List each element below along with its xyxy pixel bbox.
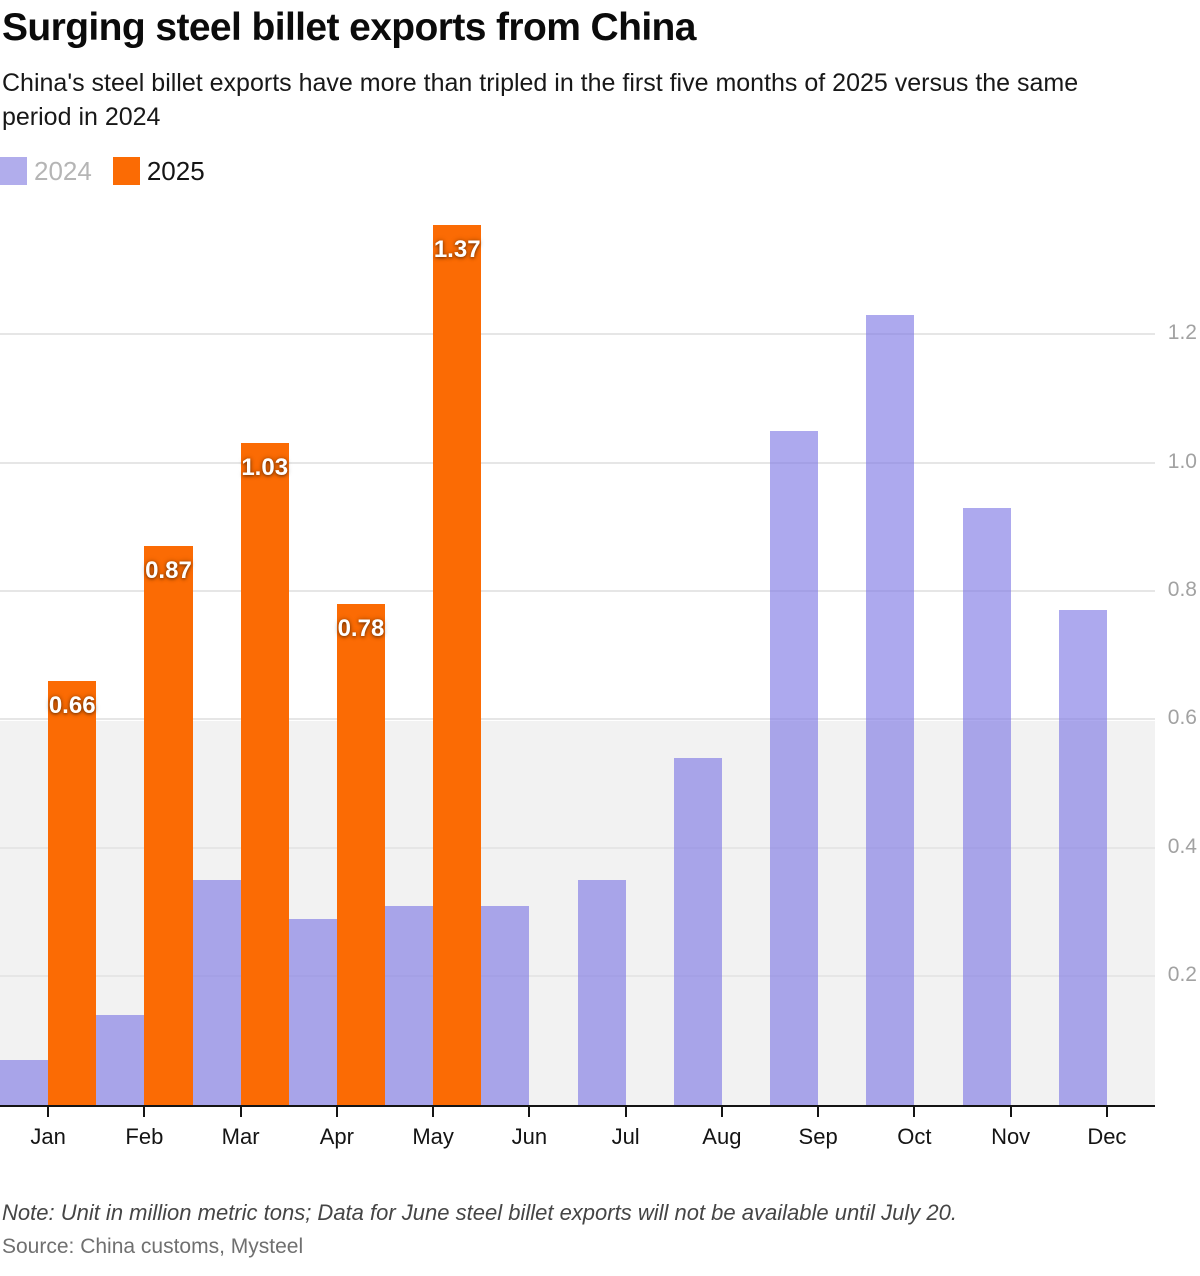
bar-2024-apr	[288, 918, 337, 1105]
x-axis-tick-sep	[817, 1105, 820, 1117]
bar-2024-dec	[1058, 610, 1107, 1105]
x-axis-tick-may	[432, 1105, 435, 1117]
legend-label-2025: 2025	[146, 155, 205, 186]
x-axis-tick-jul	[624, 1105, 627, 1117]
bar-2024-feb	[96, 1014, 145, 1105]
x-axis-label-jul: Jul	[611, 1123, 640, 1149]
chart: 0.66 0.87 1.03 0.78 1.37 0.2 0.4 0.6 0.8 1.0 1.2 J…	[0, 204, 1200, 1160]
bar-2025-feb: 0.87	[144, 546, 193, 1105]
x-axis-label-sep: Sep	[798, 1123, 838, 1149]
gridline-0.8	[0, 590, 1155, 593]
y-axis-label-1: 1.0	[1167, 449, 1197, 473]
x-axis-label-mar: Mar	[221, 1123, 260, 1149]
page-subtitle: China's steel billet exports have more t…	[2, 68, 1079, 132]
gridline-1	[0, 461, 1155, 464]
bar-2024-may	[385, 905, 434, 1105]
x-axis-tick-jan	[47, 1105, 50, 1117]
y-axis-label-0.8: 0.8	[1167, 578, 1197, 602]
y-axis-label-0.2: 0.2	[1167, 963, 1197, 987]
x-axis-label-jun: Jun	[511, 1123, 548, 1149]
x-axis-tick-feb	[143, 1105, 146, 1117]
bar-2024-oct	[866, 315, 915, 1105]
legend-item-2024: 2024	[0, 156, 92, 187]
x-axis-label-aug: Aug	[702, 1123, 742, 1149]
bar-2025-jan: 0.66	[48, 680, 97, 1105]
bar-2024-jan	[0, 1059, 49, 1105]
bar-2024-nov	[962, 507, 1011, 1105]
x-axis-tick-nov	[1009, 1105, 1012, 1117]
y-axis-label-0.6: 0.6	[1167, 706, 1197, 730]
bar-2024-aug	[673, 758, 722, 1105]
plot-area: 0.66 0.87 1.03 0.78 1.37	[0, 204, 1155, 1107]
bar-2025-apr: 0.78	[336, 603, 385, 1105]
page-title: Surging steel billet exports from China	[2, 6, 696, 49]
x-axis-tick-jun	[528, 1105, 531, 1117]
bar-2025-may: 1.37	[433, 225, 482, 1105]
x-axis-label-feb: Feb	[125, 1123, 164, 1149]
x-axis-tick-mar	[239, 1105, 242, 1117]
x-axis-label-dec: Dec	[1087, 1123, 1127, 1149]
bar-2024-jun	[481, 905, 530, 1105]
legend: 2024 2025	[0, 156, 1200, 187]
bar-value-label-mar: 1.03	[241, 454, 289, 482]
x-axis-tick-apr	[335, 1105, 338, 1117]
legend-label-2024: 2024	[34, 155, 92, 186]
page-root: Surging steel billet exports from China …	[0, 6, 1200, 1276]
bar-value-label-may: 1.37	[433, 236, 481, 264]
y-axis-label-1.2: 1.2	[1167, 321, 1197, 345]
x-axis-label-apr: Apr	[319, 1123, 354, 1149]
bar-2024-sep	[770, 430, 819, 1105]
y-axis-label-0.4: 0.4	[1167, 834, 1197, 858]
bar-value-label-jan: 0.66	[48, 691, 96, 719]
x-axis-label-jan: Jan	[30, 1123, 66, 1149]
x-axis-label-oct: Oct	[897, 1123, 932, 1149]
x-axis-tick-aug	[720, 1105, 723, 1117]
bar-2024-mar	[192, 879, 241, 1105]
bar-value-label-apr: 0.78	[337, 614, 385, 642]
bar-2025-mar: 1.03	[240, 443, 289, 1105]
gridline-0.6	[0, 718, 1155, 721]
x-axis-tick-dec	[1105, 1105, 1108, 1117]
legend-item-2025: 2025	[112, 155, 205, 187]
gridline-0.4	[0, 846, 1155, 849]
x-axis-line	[0, 1103, 1155, 1107]
legend-swatch-2024-icon	[0, 157, 27, 186]
x-axis-label-may: May	[412, 1123, 454, 1149]
bar-2024-jul	[577, 879, 626, 1105]
x-axis-tick-oct	[913, 1105, 916, 1117]
gridline-1.2	[0, 333, 1155, 336]
chart-source: Source: China customs, Mysteel	[2, 1234, 304, 1258]
bar-value-label-feb: 0.87	[145, 557, 192, 585]
x-axis-label-nov: Nov	[991, 1123, 1031, 1149]
chart-note: Note: Unit in million metric tons; Data …	[2, 1199, 958, 1225]
legend-swatch-2025-icon	[112, 157, 140, 186]
